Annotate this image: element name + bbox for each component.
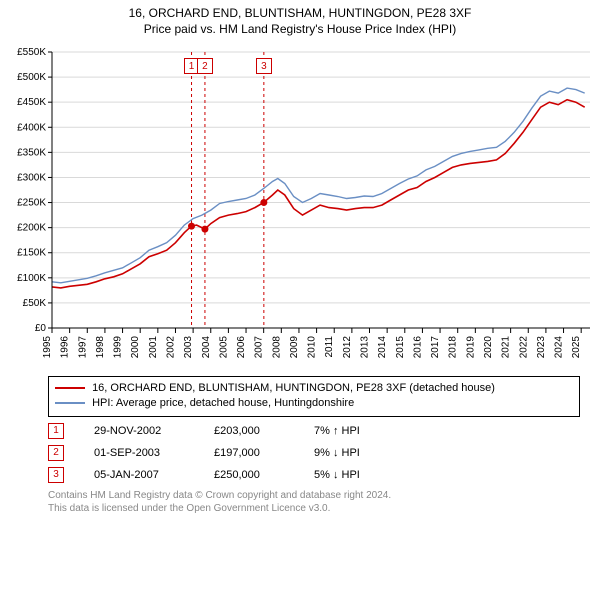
transaction-diff: 5% ↓ HPI [314,469,404,481]
transaction-badge: 3 [48,467,64,483]
svg-text:2015: 2015 [395,336,406,359]
transaction-date: 29-NOV-2002 [94,425,184,437]
svg-text:2020: 2020 [483,336,494,359]
chart-plot-area: £0 £50K £100K £150K £200K £250K £300K £350K £400… [0,40,600,370]
svg-text:2024: 2024 [554,336,565,359]
svg-text:£550K: £550K [17,47,46,58]
svg-text:£450K: £450K [17,97,46,108]
transaction-diff: 9% ↓ HPI [314,447,404,459]
transaction-row: 2 01-SEP-2003 £197,000 9% ↓ HPI [48,445,580,461]
svg-text:2001: 2001 [148,336,159,359]
transaction-date: 01-SEP-2003 [94,447,184,459]
chart-subtitle: Price paid vs. HM Land Registry's House … [0,22,600,36]
svg-text:1998: 1998 [95,336,106,359]
svg-text:2005: 2005 [218,336,229,359]
licence-notice: Contains HM Land Registry data © Crown c… [48,489,580,516]
legend-item-property: 16, ORCHARD END, BLUNTISHAM, HUNTINGDON,… [55,381,573,396]
svg-text:£250K: £250K [17,198,46,209]
legend-label-property: 16, ORCHARD END, BLUNTISHAM, HUNTINGDON,… [92,382,495,394]
plot-marker-badge: 3 [256,58,272,74]
svg-text:1996: 1996 [60,336,71,359]
svg-text:2007: 2007 [254,336,265,359]
svg-text:1999: 1999 [113,336,124,359]
svg-text:2014: 2014 [377,336,388,359]
transaction-row: 3 05-JAN-2007 £250,000 5% ↓ HPI [48,467,580,483]
svg-text:£300K: £300K [17,172,46,183]
transaction-diff: 7% ↑ HPI [314,425,404,437]
svg-text:2008: 2008 [271,336,282,359]
chart-title: 16, ORCHARD END, BLUNTISHAM, HUNTINGDON,… [0,6,600,20]
transaction-price: £250,000 [214,469,284,481]
svg-text:1995: 1995 [42,336,53,359]
svg-text:£100K: £100K [17,273,46,284]
chart-svg: £0 £50K £100K £150K £200K £250K £300K £350K £400… [0,40,600,370]
legend-swatch-property [55,387,85,389]
transaction-date: 05-JAN-2007 [94,469,184,481]
svg-text:2018: 2018 [448,336,459,359]
legend-swatch-hpi [55,402,85,404]
svg-text:2021: 2021 [501,336,512,359]
svg-text:2009: 2009 [289,336,300,359]
svg-text:2025: 2025 [571,336,582,359]
svg-text:2019: 2019 [465,336,476,359]
svg-text:2017: 2017 [430,336,441,359]
svg-text:2003: 2003 [183,336,194,359]
transaction-price: £197,000 [214,447,284,459]
svg-text:1997: 1997 [77,336,88,359]
chart-container: 16, ORCHARD END, BLUNTISHAM, HUNTINGDON,… [0,6,600,596]
svg-text:2004: 2004 [201,336,212,359]
svg-text:£400K: £400K [17,122,46,133]
svg-text:2012: 2012 [342,336,353,359]
svg-text:2006: 2006 [236,336,247,359]
svg-text:£150K: £150K [17,248,46,259]
svg-text:£200K: £200K [17,223,46,234]
svg-text:2002: 2002 [165,336,176,359]
svg-text:£0: £0 [35,323,47,334]
transaction-badge: 1 [48,423,64,439]
svg-text:£50K: £50K [23,298,47,309]
svg-text:2010: 2010 [307,336,318,359]
legend-item-hpi: HPI: Average price, detached house, Hunt… [55,396,573,411]
transaction-price: £203,000 [214,425,284,437]
licence-line-1: Contains HM Land Registry data © Crown c… [48,489,580,503]
svg-text:2013: 2013 [360,336,371,359]
svg-text:£500K: £500K [17,72,46,83]
transaction-row: 1 29-NOV-2002 £203,000 7% ↑ HPI [48,423,580,439]
svg-text:£350K: £350K [17,147,46,158]
svg-text:2022: 2022 [518,336,529,359]
licence-line-2: This data is licensed under the Open Gov… [48,502,580,516]
svg-text:2011: 2011 [324,336,335,358]
legend-label-hpi: HPI: Average price, detached house, Hunt… [92,397,354,409]
transaction-badge: 2 [48,445,64,461]
legend-box: 16, ORCHARD END, BLUNTISHAM, HUNTINGDON,… [48,376,580,417]
plot-marker-badge: 2 [197,58,213,74]
svg-text:2023: 2023 [536,336,547,359]
svg-text:2016: 2016 [412,336,423,359]
transactions-table: 1 29-NOV-2002 £203,000 7% ↑ HPI 2 01-SEP-2003… [48,423,580,483]
svg-text:2000: 2000 [130,336,141,359]
